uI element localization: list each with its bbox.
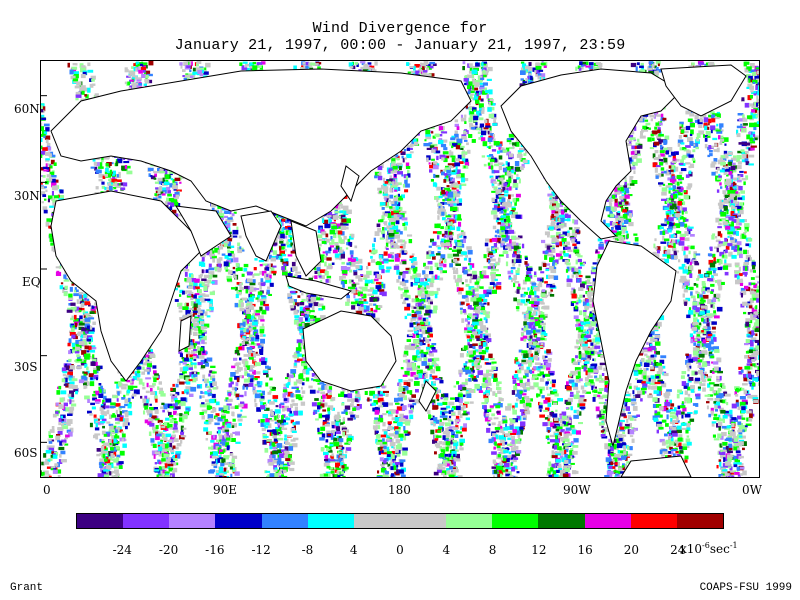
swath-band — [716, 281, 759, 477]
color-swatch-7 — [399, 514, 447, 528]
lon-label-90e: 90E — [213, 483, 238, 497]
color-swatch-12 — [630, 514, 677, 528]
new-zealand — [418, 380, 437, 412]
color-scale-label: 4 — [442, 543, 451, 557]
swath-band — [743, 61, 759, 125]
lat-label-60s: 60S — [14, 446, 38, 460]
lat-label-60n: 60N — [14, 102, 40, 116]
grid-ticks — [41, 95, 47, 443]
color-swatch-6 — [353, 514, 400, 528]
color-swatch-1 — [123, 514, 170, 528]
indonesia — [285, 275, 353, 300]
madagascar — [178, 315, 192, 352]
lat-label-30s: 30S — [14, 360, 38, 374]
color-scale-label: -12 — [251, 543, 271, 557]
author-credit: Grant — [10, 582, 44, 594]
color-swatch-10 — [538, 514, 585, 528]
color-swatch-2 — [169, 514, 216, 528]
antarctica-edge — [620, 455, 692, 477]
lon-label-90w: 90W — [563, 483, 591, 497]
color-scale-label: 8 — [488, 543, 497, 557]
lat-label-eq: EQ — [22, 275, 41, 289]
land-masses — [50, 64, 747, 477]
color-swatch-9 — [492, 514, 539, 528]
color-scale-bar — [76, 513, 724, 529]
lon-label-180: 180 — [388, 483, 411, 497]
color-swatch-5 — [307, 514, 354, 528]
se-asia — [290, 220, 322, 277]
lat-label-30n: 30N — [14, 189, 40, 203]
color-scale-label: 16 — [577, 543, 593, 557]
color-scale-label: -8 — [301, 543, 314, 557]
color-swatch-3 — [215, 514, 262, 528]
color-scale-label: 24 — [670, 543, 686, 557]
divergence-map — [41, 61, 759, 477]
lon-label-0: 0 — [43, 483, 51, 497]
map-frame — [40, 60, 760, 478]
color-scale-units: x10-6sec-1 — [680, 541, 738, 556]
color-swatch-4 — [261, 514, 308, 528]
africa — [50, 190, 202, 382]
color-scale-label: 0 — [396, 543, 404, 557]
organization-credit: COAPS-FSU 1999 — [699, 582, 792, 594]
swath-band — [376, 61, 493, 477]
arabia — [175, 205, 232, 257]
color-scale-label: -20 — [158, 543, 179, 557]
australia — [302, 310, 397, 392]
greenland — [660, 64, 747, 117]
chart-subtitle: January 21, 1997, 00:00 - January 21, 19… — [174, 37, 626, 54]
color-swatch-0 — [77, 514, 124, 528]
color-scale-label: 20 — [623, 543, 640, 557]
color-scale-label: 4 — [349, 543, 358, 557]
color-scale-label: -16 — [205, 543, 225, 557]
color-scale-label: -24 — [112, 543, 132, 557]
color-swatch-8 — [446, 514, 493, 528]
lon-label-0w: 0W — [742, 483, 762, 497]
color-swatch-13 — [676, 514, 723, 528]
swath-band — [658, 63, 759, 477]
color-scale-label: 12 — [531, 543, 547, 557]
south-america — [592, 240, 677, 448]
chart-title: Wind Divergence for — [312, 20, 488, 37]
japan — [340, 165, 360, 203]
color-swatch-11 — [584, 514, 631, 528]
india — [240, 210, 282, 262]
